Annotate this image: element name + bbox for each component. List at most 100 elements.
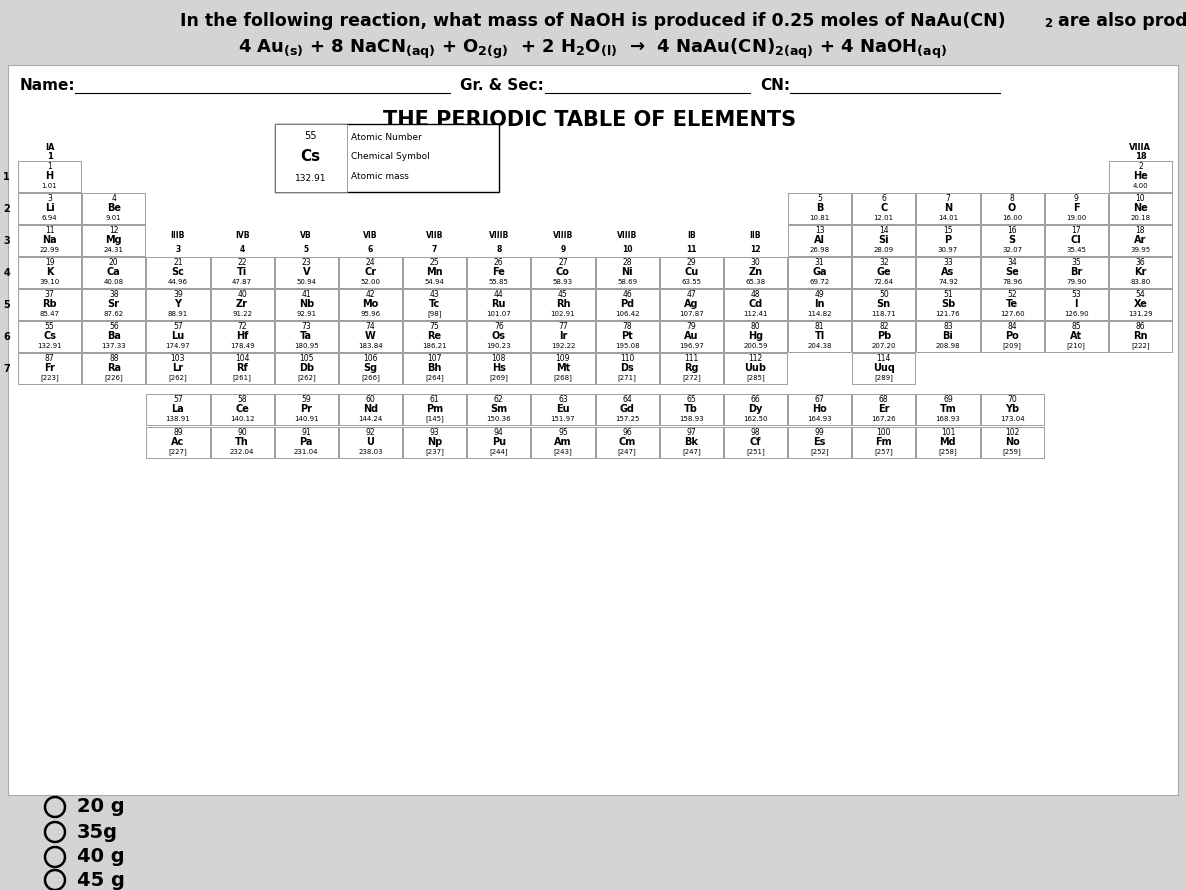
Bar [788,394,852,425]
Text: Al: Al [814,235,825,245]
Text: 81: 81 [815,322,824,331]
Text: 21: 21 [173,258,183,267]
Text: 38: 38 [109,290,119,299]
Text: Nb: Nb [299,299,314,309]
Text: Ra: Ra [107,363,121,373]
Text: CN:: CN: [760,78,790,93]
Text: 11: 11 [686,246,696,255]
Bar [275,427,338,458]
Text: 50: 50 [879,290,888,299]
Text: Sr: Sr [108,299,120,309]
Text: Hs: Hs [492,363,505,373]
Text: 26: 26 [493,258,504,267]
Text: [243]: [243] [554,449,573,455]
Text: 83.80: 83.80 [1130,279,1150,285]
Text: 2: 2 [1139,162,1143,171]
Bar [18,353,81,384]
Text: 111: 111 [684,354,699,363]
Bar [339,257,402,288]
Text: 200.59: 200.59 [744,343,767,349]
Text: 44: 44 [493,290,504,299]
Text: [227]: [227] [168,449,187,455]
Text: Pm: Pm [426,404,444,414]
Text: Hf: Hf [236,331,248,341]
Text: 173.04: 173.04 [1000,416,1025,422]
Bar [1045,257,1108,288]
Text: 4: 4 [111,194,116,203]
Bar [146,321,210,352]
Text: Bh: Bh [427,363,441,373]
Text: Be: Be [107,203,121,213]
Bar [981,289,1044,320]
Text: Li: Li [45,203,55,213]
Text: 35.45: 35.45 [1066,247,1086,253]
Text: Co: Co [556,267,569,277]
Text: 192.22: 192.22 [550,343,575,349]
Text: 14: 14 [879,246,890,255]
Text: Na: Na [43,235,57,245]
Text: [98]: [98] [427,311,442,317]
Bar [723,394,788,425]
Text: [285]: [285] [746,375,765,381]
Text: Dy: Dy [748,404,763,414]
Text: 110: 110 [620,354,635,363]
Text: Br: Br [1070,267,1083,277]
Text: [222]: [222] [1131,343,1149,349]
Text: Kr: Kr [1134,267,1147,277]
Text: 49: 49 [815,290,824,299]
Bar [531,321,594,352]
Text: Np: Np [427,437,442,447]
Text: 42: 42 [365,290,375,299]
Text: Ar: Ar [1134,235,1147,245]
Text: Tb: Tb [684,404,699,414]
Text: 29: 29 [687,258,696,267]
Text: 65: 65 [687,395,696,404]
Text: Pu: Pu [492,437,505,447]
Text: Atomic Number: Atomic Number [351,133,421,142]
Text: IB: IB [687,231,695,240]
Text: [262]: [262] [296,375,315,381]
Text: 75: 75 [429,322,440,331]
Bar [275,394,338,425]
Text: 63.55: 63.55 [681,279,701,285]
Text: 91.22: 91.22 [232,311,253,317]
Text: Pd: Pd [620,299,635,309]
Text: 93: 93 [429,428,440,437]
Text: La: La [172,404,184,414]
Bar [788,427,852,458]
Text: 13: 13 [815,246,824,255]
Bar [18,225,81,256]
Text: 50.94: 50.94 [296,279,317,285]
Bar [82,321,146,352]
Bar [339,427,402,458]
Text: [247]: [247] [618,449,637,455]
Bar [82,289,146,320]
Text: 74.92: 74.92 [938,279,958,285]
Bar [403,321,466,352]
Text: Uuq: Uuq [873,363,894,373]
Text: Cs: Cs [43,331,56,341]
Text: 5: 5 [304,246,308,255]
Text: 7: 7 [4,363,9,374]
Text: Db: Db [299,363,314,373]
Text: [247]: [247] [682,449,701,455]
Bar [917,289,980,320]
Text: [289]: [289] [874,375,893,381]
Text: 55: 55 [305,131,317,142]
Text: 157.25: 157.25 [614,416,639,422]
Text: 151.97: 151.97 [550,416,575,422]
Bar [210,321,274,352]
Text: 74: 74 [365,322,375,331]
Text: 10: 10 [621,246,632,255]
Text: [272]: [272] [682,375,701,381]
Bar [788,193,852,224]
Text: IVB: IVB [235,231,249,240]
Text: K: K [46,267,53,277]
Bar [917,193,980,224]
Bar [403,353,466,384]
Bar [531,257,594,288]
Text: 121.76: 121.76 [936,311,961,317]
Text: 57: 57 [173,322,183,331]
Text: Tm: Tm [939,404,956,414]
Text: 132.91: 132.91 [37,343,62,349]
